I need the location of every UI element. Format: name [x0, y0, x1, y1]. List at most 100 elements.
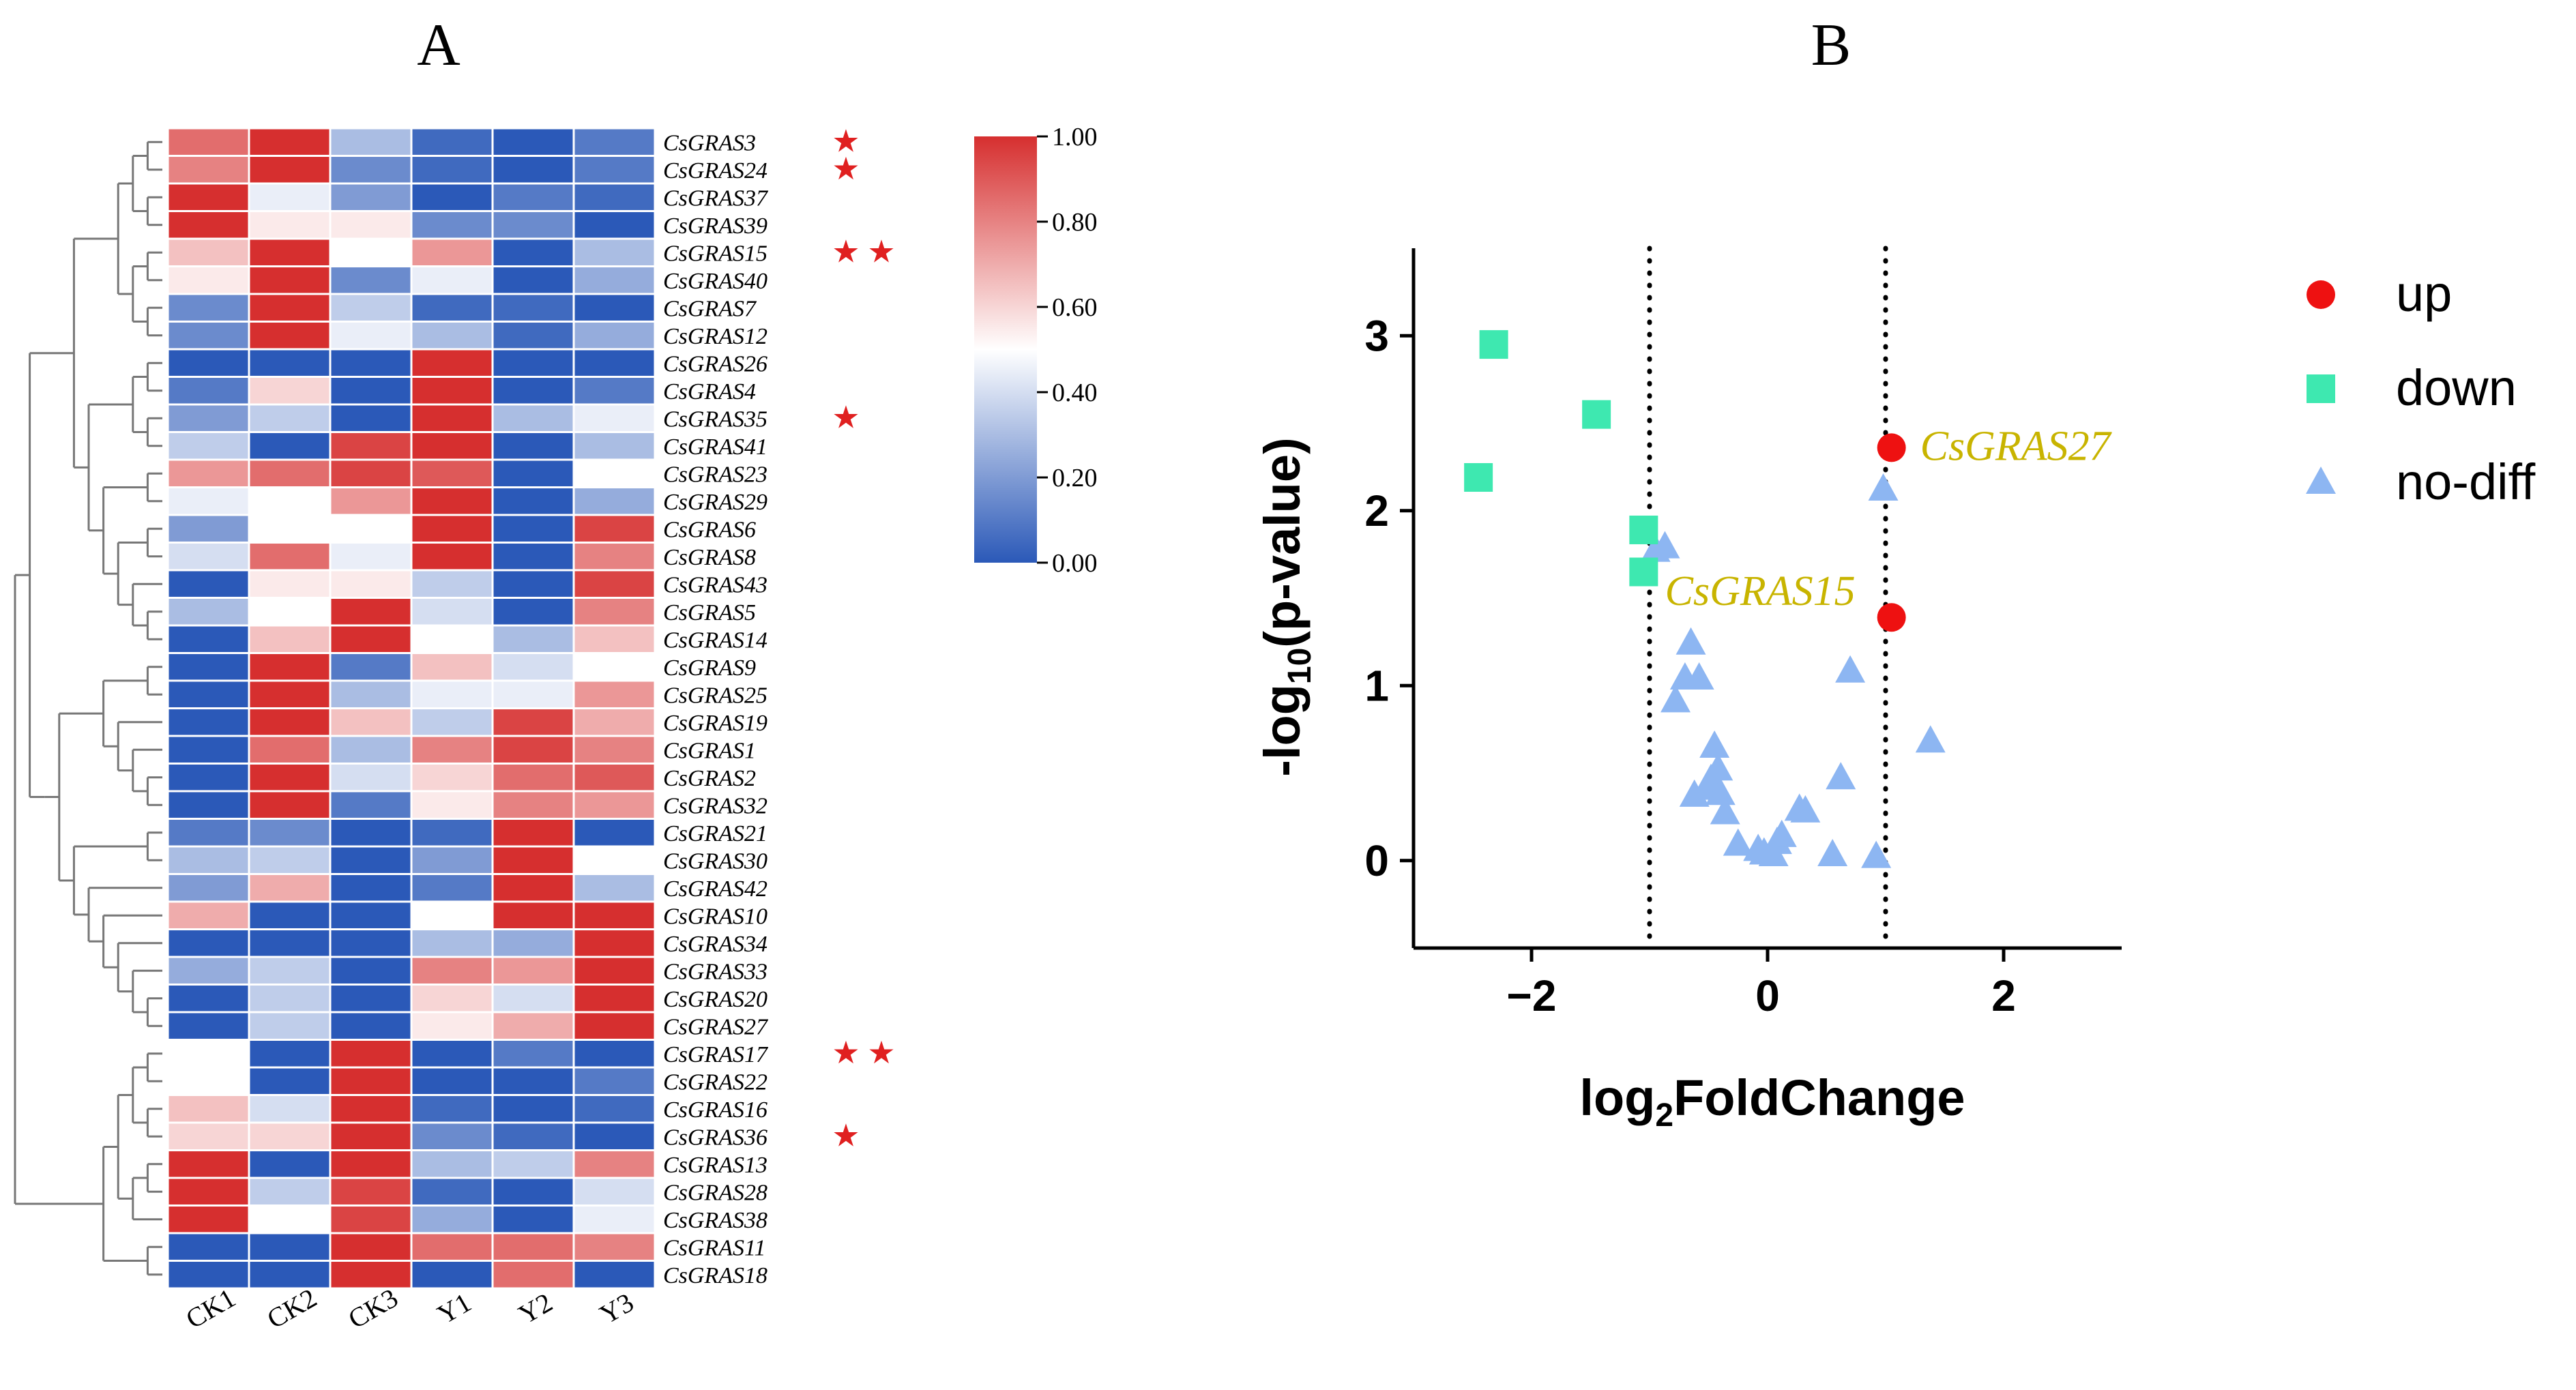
heatmap-cell [572, 652, 656, 682]
down-point [1629, 557, 1658, 587]
heatmap-cell [572, 376, 656, 406]
row-label: CsGRAS33 [663, 959, 767, 984]
heatmap-cell [248, 1094, 332, 1124]
column-label: Y1 [432, 1287, 476, 1330]
star-icon: ★ [832, 122, 860, 159]
heatmap-cell [491, 569, 575, 599]
colorbar-tick-label: 1.00 [1052, 123, 1098, 151]
heatmap-cell [329, 293, 413, 323]
heatmap-cell [329, 1121, 413, 1151]
no-diff-point [1758, 839, 1789, 867]
heatmap-cell [410, 900, 494, 930]
heatmap-cell [248, 790, 332, 820]
heatmap-cell [410, 237, 494, 267]
heatmap-cell [329, 845, 413, 875]
heatmap-cell [410, 707, 494, 737]
heatmap-cell [491, 652, 575, 682]
colorbar: 0.00 0.20 0.40 0.60 0.80 1.00 [974, 123, 1098, 578]
row-label: CsGRAS12 [663, 324, 767, 349]
heatmap-cell [491, 597, 575, 627]
row-label: CsGRAS38 [663, 1208, 767, 1233]
heatmap-cell [491, 735, 575, 765]
row-label: CsGRAS18 [663, 1263, 767, 1288]
row-label: CsGRAS42 [663, 876, 767, 902]
heatmap-cell [491, 873, 575, 903]
row-label: CsGRAS39 [663, 213, 767, 239]
heatmap-cell [329, 790, 413, 820]
column-labels: CK1 CK2 CK3 Y1 Y2 Y3 [181, 1282, 639, 1335]
no-diff-point [1640, 534, 1671, 562]
heatmap-cell [329, 348, 413, 378]
y-axis-label-prefix: -log [1254, 684, 1311, 777]
heatmap-cell [329, 569, 413, 599]
heatmap-cell [248, 569, 332, 599]
no-diff-point [1826, 762, 1856, 790]
heatmap-cell [572, 1260, 656, 1290]
heatmap-cell [166, 735, 250, 765]
heatmap-cell [248, 127, 332, 157]
x-axis-label-sub: 2 [1655, 1097, 1673, 1134]
heatmap-cell [491, 403, 575, 433]
heatmap-cell [491, 1149, 575, 1179]
row-label: CsGRAS34 [663, 932, 767, 957]
heatmap-cell [248, 514, 332, 544]
heatmap-cell [166, 1149, 250, 1179]
row-label: CsGRAS21 [663, 821, 767, 846]
heatmap-cell [572, 1094, 656, 1124]
heatmap-cell [248, 403, 332, 433]
colorbar-tick-label: 0.20 [1052, 464, 1098, 492]
heatmap-cell [572, 237, 656, 267]
heatmap-cell [572, 542, 656, 572]
legend: up down no-diff [2306, 265, 2536, 510]
colorbar-tick-label: 0.60 [1052, 293, 1098, 322]
heatmap-cell [248, 293, 332, 323]
heatmap-cell [329, 431, 413, 461]
row-label: CsGRAS26 [663, 351, 767, 376]
panel-a-label: A [417, 12, 460, 78]
heatmap-cell [166, 679, 250, 709]
heatmap-cell [248, 818, 332, 848]
heatmap-cell [410, 293, 494, 323]
heatmap-cell [572, 1204, 656, 1234]
heatmap-cell [166, 1204, 250, 1234]
point-annotation: CsGRAS15 [1665, 568, 1856, 615]
heatmap-cell [410, 403, 494, 433]
heatmap-cell [410, 624, 494, 654]
heatmap-cell [410, 569, 494, 599]
no-diff-point [1699, 730, 1730, 758]
row-label: CsGRAS15 [663, 241, 767, 266]
heatmap-panel: A CsGRAS3CsGRAS24CsGRAS37CsGRAS39CsGRAS1… [14, 12, 1098, 1335]
x-tick-label: 0 [1755, 971, 1780, 1020]
heatmap-cell [329, 900, 413, 930]
heatmap-cell [491, 1177, 575, 1207]
no-diff-point [1679, 779, 1710, 807]
heatmap-cell [248, 1149, 332, 1179]
row-label: CsGRAS20 [663, 987, 767, 1012]
heatmap-cell [166, 845, 250, 875]
x-axis-label-base: log [1579, 1069, 1655, 1126]
heatmap-cell [572, 458, 656, 488]
heatmap-cell [572, 486, 656, 516]
heatmap-cell [491, 1204, 575, 1234]
heatmap-cell [491, 182, 575, 212]
heatmap-cell [491, 1011, 575, 1041]
heatmap-cell [410, 127, 494, 157]
heatmap-cell [248, 486, 332, 516]
heatmap-cell [491, 542, 575, 572]
heatmap-cell [491, 1094, 575, 1124]
heatmap-cell [248, 956, 332, 986]
no-diff-point [1835, 655, 1866, 683]
heatmap-cell [248, 1177, 332, 1207]
down-point [1479, 330, 1508, 359]
heatmap-cell [572, 569, 656, 599]
heatmap-cell [248, 735, 332, 765]
heatmap-cell [248, 707, 332, 737]
heatmap-cell [572, 210, 656, 240]
row-label: CsGRAS4 [663, 379, 756, 404]
heatmap-cell [491, 956, 575, 986]
heatmap-cell [329, 1177, 413, 1207]
heatmap-cell [329, 265, 413, 295]
